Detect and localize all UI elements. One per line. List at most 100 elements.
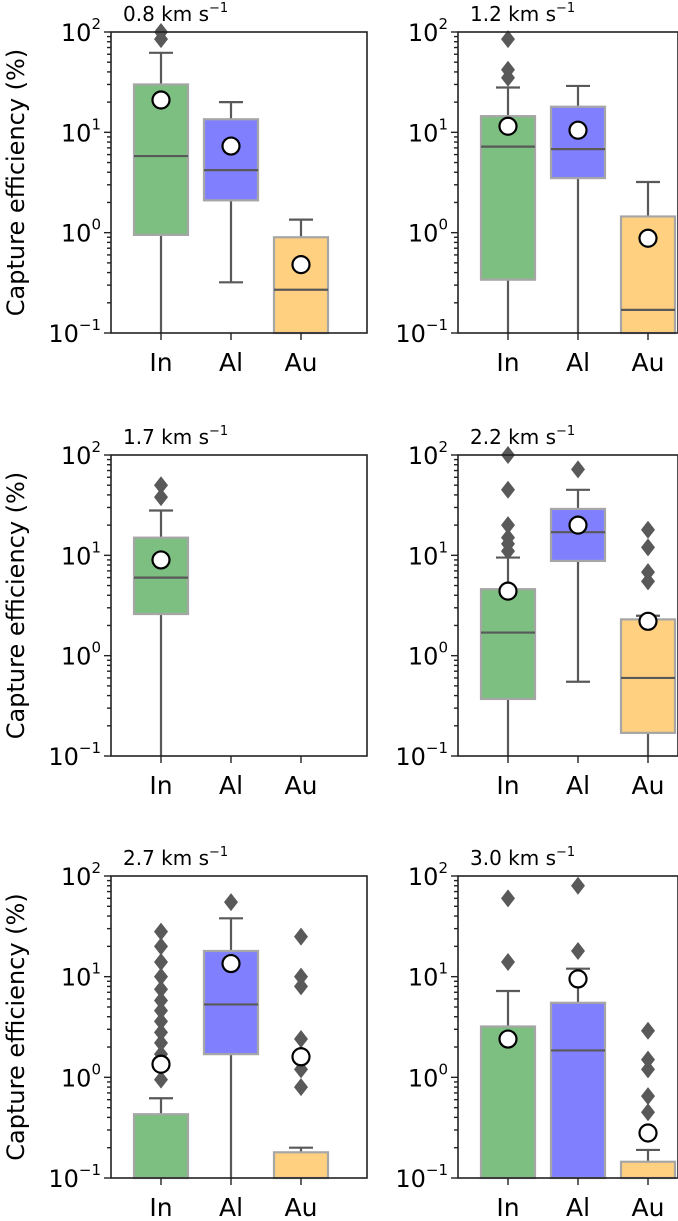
outlier-point — [501, 60, 515, 79]
outlier-point — [224, 893, 238, 912]
outlier-point — [641, 563, 655, 582]
outlier-point — [154, 488, 168, 507]
outlier-point — [154, 476, 168, 495]
mean-marker — [291, 255, 311, 275]
box-au — [272, 927, 330, 1180]
outlier-point — [154, 967, 168, 986]
iqr-box — [132, 536, 190, 616]
y-tick-label: 101 — [408, 538, 448, 570]
iqr-box — [132, 1113, 190, 1180]
iqr-box — [479, 588, 537, 701]
box-in — [479, 30, 537, 333]
axes-frame — [457, 31, 678, 334]
outlier-point — [501, 516, 515, 535]
chart-panel-4: 10−1 100 101 102 In Al Au 2.2 km s−1 — [395, 424, 678, 800]
chart-panel-6: 10−1 100 101 102 In Al Au 3.0 km s−1 — [395, 845, 678, 1221]
y-tick-label: 102 — [61, 859, 101, 891]
box-au — [272, 218, 330, 335]
mean-marker — [221, 136, 241, 156]
outlier-point — [501, 889, 515, 908]
y-tick-label: 102 — [61, 438, 101, 470]
outlier-point — [641, 1103, 655, 1122]
outlier-point — [154, 1033, 168, 1052]
outlier-point — [294, 1030, 308, 1049]
mean-marker — [568, 969, 588, 989]
y-tick-label: 10−1 — [395, 1161, 448, 1193]
mean-marker — [498, 581, 518, 601]
y-axis-label: Capture efficiency (%) — [2, 893, 30, 1160]
box-in — [479, 889, 537, 1180]
x-tick-label-in: In — [496, 1193, 519, 1221]
iqr-box — [619, 1160, 677, 1180]
box-au — [619, 1021, 677, 1180]
iqr-box — [202, 118, 260, 202]
panel-title: 2.2 km s−1 — [470, 424, 575, 449]
outlier-point — [154, 1001, 168, 1020]
panel-title: 2.7 km s−1 — [123, 845, 228, 870]
outlier-point — [641, 538, 655, 557]
y-tick-label: 101 — [61, 115, 101, 147]
x-tick-label-in: In — [149, 348, 172, 377]
outlier-point — [641, 1021, 655, 1040]
outlier-point — [571, 876, 585, 895]
y-tick-label: 10−1 — [48, 316, 101, 348]
mean-marker — [568, 120, 588, 140]
iqr-box — [479, 1025, 537, 1180]
axes-frame — [457, 454, 678, 757]
outlier-point — [154, 1070, 168, 1089]
chart-panel-5: 10−1 100 101 102 In Al Au 2.7 km s−1 Capture eff… — [2, 845, 368, 1221]
y-tick-label: 10−1 — [395, 739, 448, 771]
y-tick-label: 100 — [408, 216, 448, 248]
outlier-point — [294, 1078, 308, 1097]
outlier-point — [154, 1023, 168, 1042]
iqr-box — [619, 618, 677, 734]
outlier-point — [641, 1060, 655, 1079]
iqr-box — [272, 1151, 330, 1180]
y-axis-label: Capture efficiency (%) — [2, 49, 30, 316]
box-al — [549, 84, 607, 333]
iqr-box — [272, 236, 330, 335]
outlier-point — [294, 927, 308, 946]
outlier-point — [154, 922, 168, 941]
x-tick-label-in: In — [496, 771, 519, 800]
axes-frame — [110, 875, 368, 1179]
x-tick-label-in: In — [496, 348, 519, 377]
outlier-point — [641, 1050, 655, 1069]
outlier-point — [501, 30, 515, 49]
panel-title: 1.2 km s−1 — [470, 1, 575, 26]
box-al — [202, 101, 260, 284]
panel-title: 0.8 km s−1 — [123, 1, 228, 26]
outlier-point — [154, 952, 168, 971]
panel-title: 1.7 km s−1 — [123, 424, 228, 449]
mean-marker — [291, 1047, 311, 1067]
outlier-point — [154, 980, 168, 999]
x-tick-label-al: Al — [219, 771, 243, 800]
mean-marker — [568, 515, 588, 535]
x-tick-label-al: Al — [566, 348, 590, 377]
y-tick-label: 102 — [408, 15, 448, 47]
x-tick-label-al: Al — [219, 1193, 243, 1221]
box-al — [549, 876, 607, 1180]
x-tick-label-au: Au — [632, 348, 665, 377]
box-al — [202, 893, 260, 1178]
outlier-point — [571, 460, 585, 479]
x-tick-label-au: Au — [285, 1193, 318, 1221]
x-tick-label-al: Al — [219, 348, 243, 377]
outlier-point — [571, 941, 585, 960]
iqr-box — [619, 215, 677, 335]
y-tick-label: 102 — [61, 15, 101, 47]
chart-panel-1: 10−1 100 101 102 In Al Au 0.8 km s−1 Capture eff… — [2, 1, 368, 377]
y-tick-label: 101 — [408, 115, 448, 147]
x-tick-label-au: Au — [632, 771, 665, 800]
axes-frame — [457, 875, 678, 1179]
chart-panel-3: 10−1 100 101 102 In Al Au 1.7 km s−1 Capture eff… — [2, 424, 368, 800]
x-tick-label-au: Au — [285, 348, 318, 377]
y-tick-label: 101 — [408, 960, 448, 992]
y-axis-label: Capture efficiency (%) — [2, 472, 30, 739]
x-tick-label-al: Al — [566, 1193, 590, 1221]
mean-marker — [221, 953, 241, 974]
box-in — [132, 476, 190, 756]
y-tick-label: 102 — [408, 859, 448, 891]
outlier-point — [154, 937, 168, 956]
